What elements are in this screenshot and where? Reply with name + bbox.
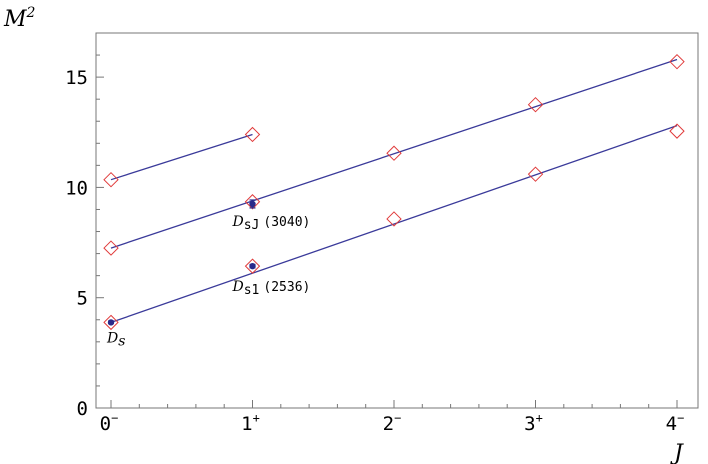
annotation-label-3: DsJ (3040)	[232, 214, 311, 233]
diamond-marker-series-1	[244, 126, 261, 143]
diamond-marker-series-2	[527, 96, 544, 113]
x-tick-label-base: 0	[100, 413, 111, 435]
experimental-point	[249, 262, 256, 270]
experimental-points	[107, 199, 256, 326]
y-axis-label-superscript: 2	[26, 5, 36, 21]
diamond-marker-series-3	[669, 123, 685, 139]
y-tick-label-5: 5	[77, 288, 88, 310]
y-axis-label: M2	[3, 5, 36, 32]
x-tick-label-base: 1	[241, 413, 252, 435]
x-tick-label-superscript: +	[253, 411, 260, 425]
x-tick-label-1: 1+	[241, 411, 260, 435]
diamond-marker-series-3	[244, 258, 261, 274]
diamond-marker-series-3	[103, 314, 119, 331]
x-tick-label-superscript: −	[677, 411, 684, 425]
annotation-main: D	[232, 214, 244, 230]
annotation-suffix: (2536)	[263, 280, 310, 295]
x-tick-label-superscript: −	[394, 411, 401, 425]
diamond-marker-series-1	[103, 171, 119, 188]
x-axis-label: J	[670, 441, 684, 464]
annotation-subscript: sJ	[244, 218, 260, 233]
x-tick-label-superscript: +	[536, 411, 543, 425]
x-tick-label-superscript: −	[111, 411, 118, 425]
experimental-point	[107, 319, 115, 326]
experimental-point	[249, 200, 256, 208]
y-tick-label-15: 15	[65, 67, 88, 89]
x-tick-label-0: 0−	[100, 411, 119, 435]
x-tick-label-4: 4−	[666, 411, 685, 435]
fit-line-1	[110, 133, 253, 181]
annotation-subscript: s	[118, 333, 125, 349]
annotation-main: D	[106, 330, 118, 346]
fit-lines	[110, 58, 678, 324]
y-tick-label-10: 10	[65, 177, 88, 199]
x-tick-label-base: 4	[666, 413, 677, 435]
y-axis-ticks: 0 5 10 15	[65, 54, 104, 420]
annotation-subscript: s1	[244, 283, 260, 298]
diamond-marker-series-2	[103, 240, 119, 256]
annotation-suffix: (3040)	[263, 215, 310, 230]
annotation-label-2: Ds1 (2536)	[232, 279, 311, 298]
data-markers	[103, 53, 685, 331]
fit-line-2	[110, 58, 678, 249]
fit-line-3	[110, 125, 678, 324]
diamond-marker-series-3	[386, 211, 402, 227]
x-tick-label-base: 2	[383, 413, 394, 435]
diamond-marker-series-2	[386, 145, 402, 161]
diamond-marker-series-2	[669, 53, 685, 70]
x-axis-ticks: 0− 1+ 2− 3+ 4−	[100, 400, 685, 435]
x-tick-label-base: 3	[524, 413, 535, 435]
annotation-label-1: Ds	[106, 330, 125, 349]
diamond-marker-series-2	[244, 194, 261, 210]
plot-frame	[95, 32, 699, 409]
y-tick-label-0: 0	[77, 398, 88, 420]
diamond-marker-series-3	[527, 166, 544, 182]
x-tick-label-3: 3+	[524, 411, 543, 435]
annotation-main: D	[232, 279, 244, 295]
x-tick-label-2: 2−	[383, 411, 402, 435]
